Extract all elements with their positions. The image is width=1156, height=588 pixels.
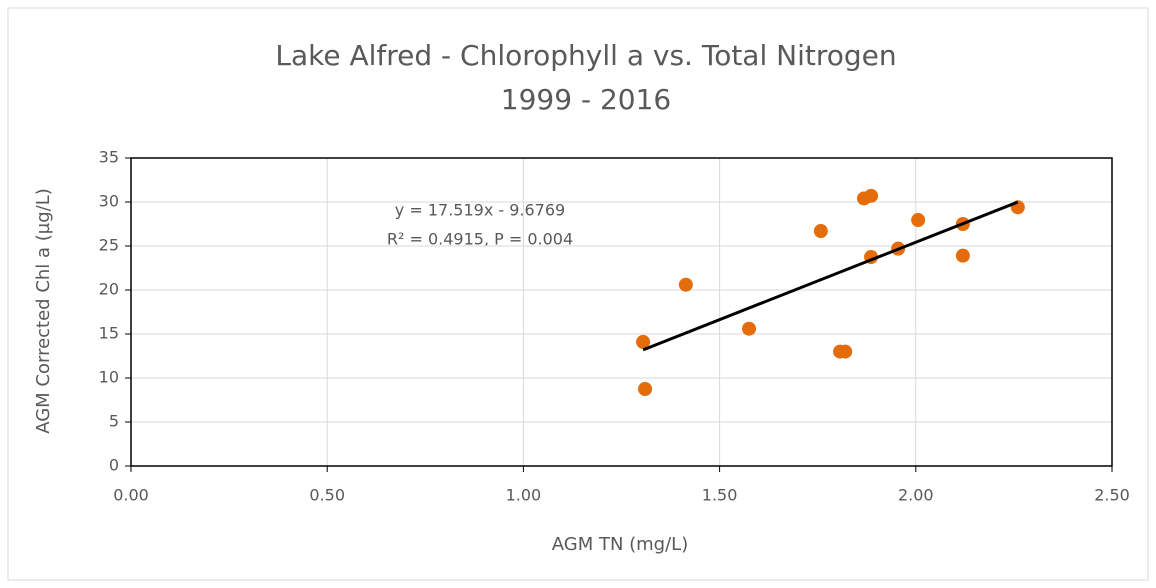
x-tick-label: 2.50 xyxy=(1094,486,1130,505)
chart-title: Lake Alfred - Chlorophyll a vs. Total Ni… xyxy=(275,39,896,72)
y-tick-label: 15 xyxy=(99,324,119,343)
point xyxy=(638,382,653,396)
annotation: R² = 0.4915, P = 0.004 xyxy=(387,230,573,249)
plot-area xyxy=(130,157,1113,467)
point xyxy=(636,334,651,349)
point xyxy=(838,344,853,359)
y-tick-label: 30 xyxy=(99,192,119,211)
y-tick-label: 20 xyxy=(99,280,119,299)
point xyxy=(911,213,926,228)
y-axis-label: AGM Corrected Chl a (µg/L) xyxy=(33,188,54,434)
point xyxy=(955,248,970,263)
x-tick-label: 2.00 xyxy=(898,486,934,505)
point xyxy=(678,277,693,292)
chart-subtitle: 1999 - 2016 xyxy=(501,83,671,116)
point xyxy=(864,188,879,203)
x-tick-label: 1.00 xyxy=(506,486,542,505)
x-axis-label: AGM TN (mg/L) xyxy=(552,534,688,555)
chart-frame xyxy=(7,7,1149,581)
trendline xyxy=(642,200,1019,352)
y-tick-label: 35 xyxy=(99,148,119,167)
y-tick-label: 25 xyxy=(99,236,119,255)
annotation: y = 17.519x - 9.6769 xyxy=(395,201,565,220)
x-tick-label: 0.50 xyxy=(309,486,345,505)
point xyxy=(742,321,757,336)
x-tick-label: 0.00 xyxy=(113,486,149,505)
y-tick-label: 10 xyxy=(99,368,119,387)
y-tick-label: 0 xyxy=(109,456,119,475)
y-tick-label: 5 xyxy=(109,412,119,431)
x-tick-label: 1.50 xyxy=(702,486,738,505)
point xyxy=(813,224,828,239)
